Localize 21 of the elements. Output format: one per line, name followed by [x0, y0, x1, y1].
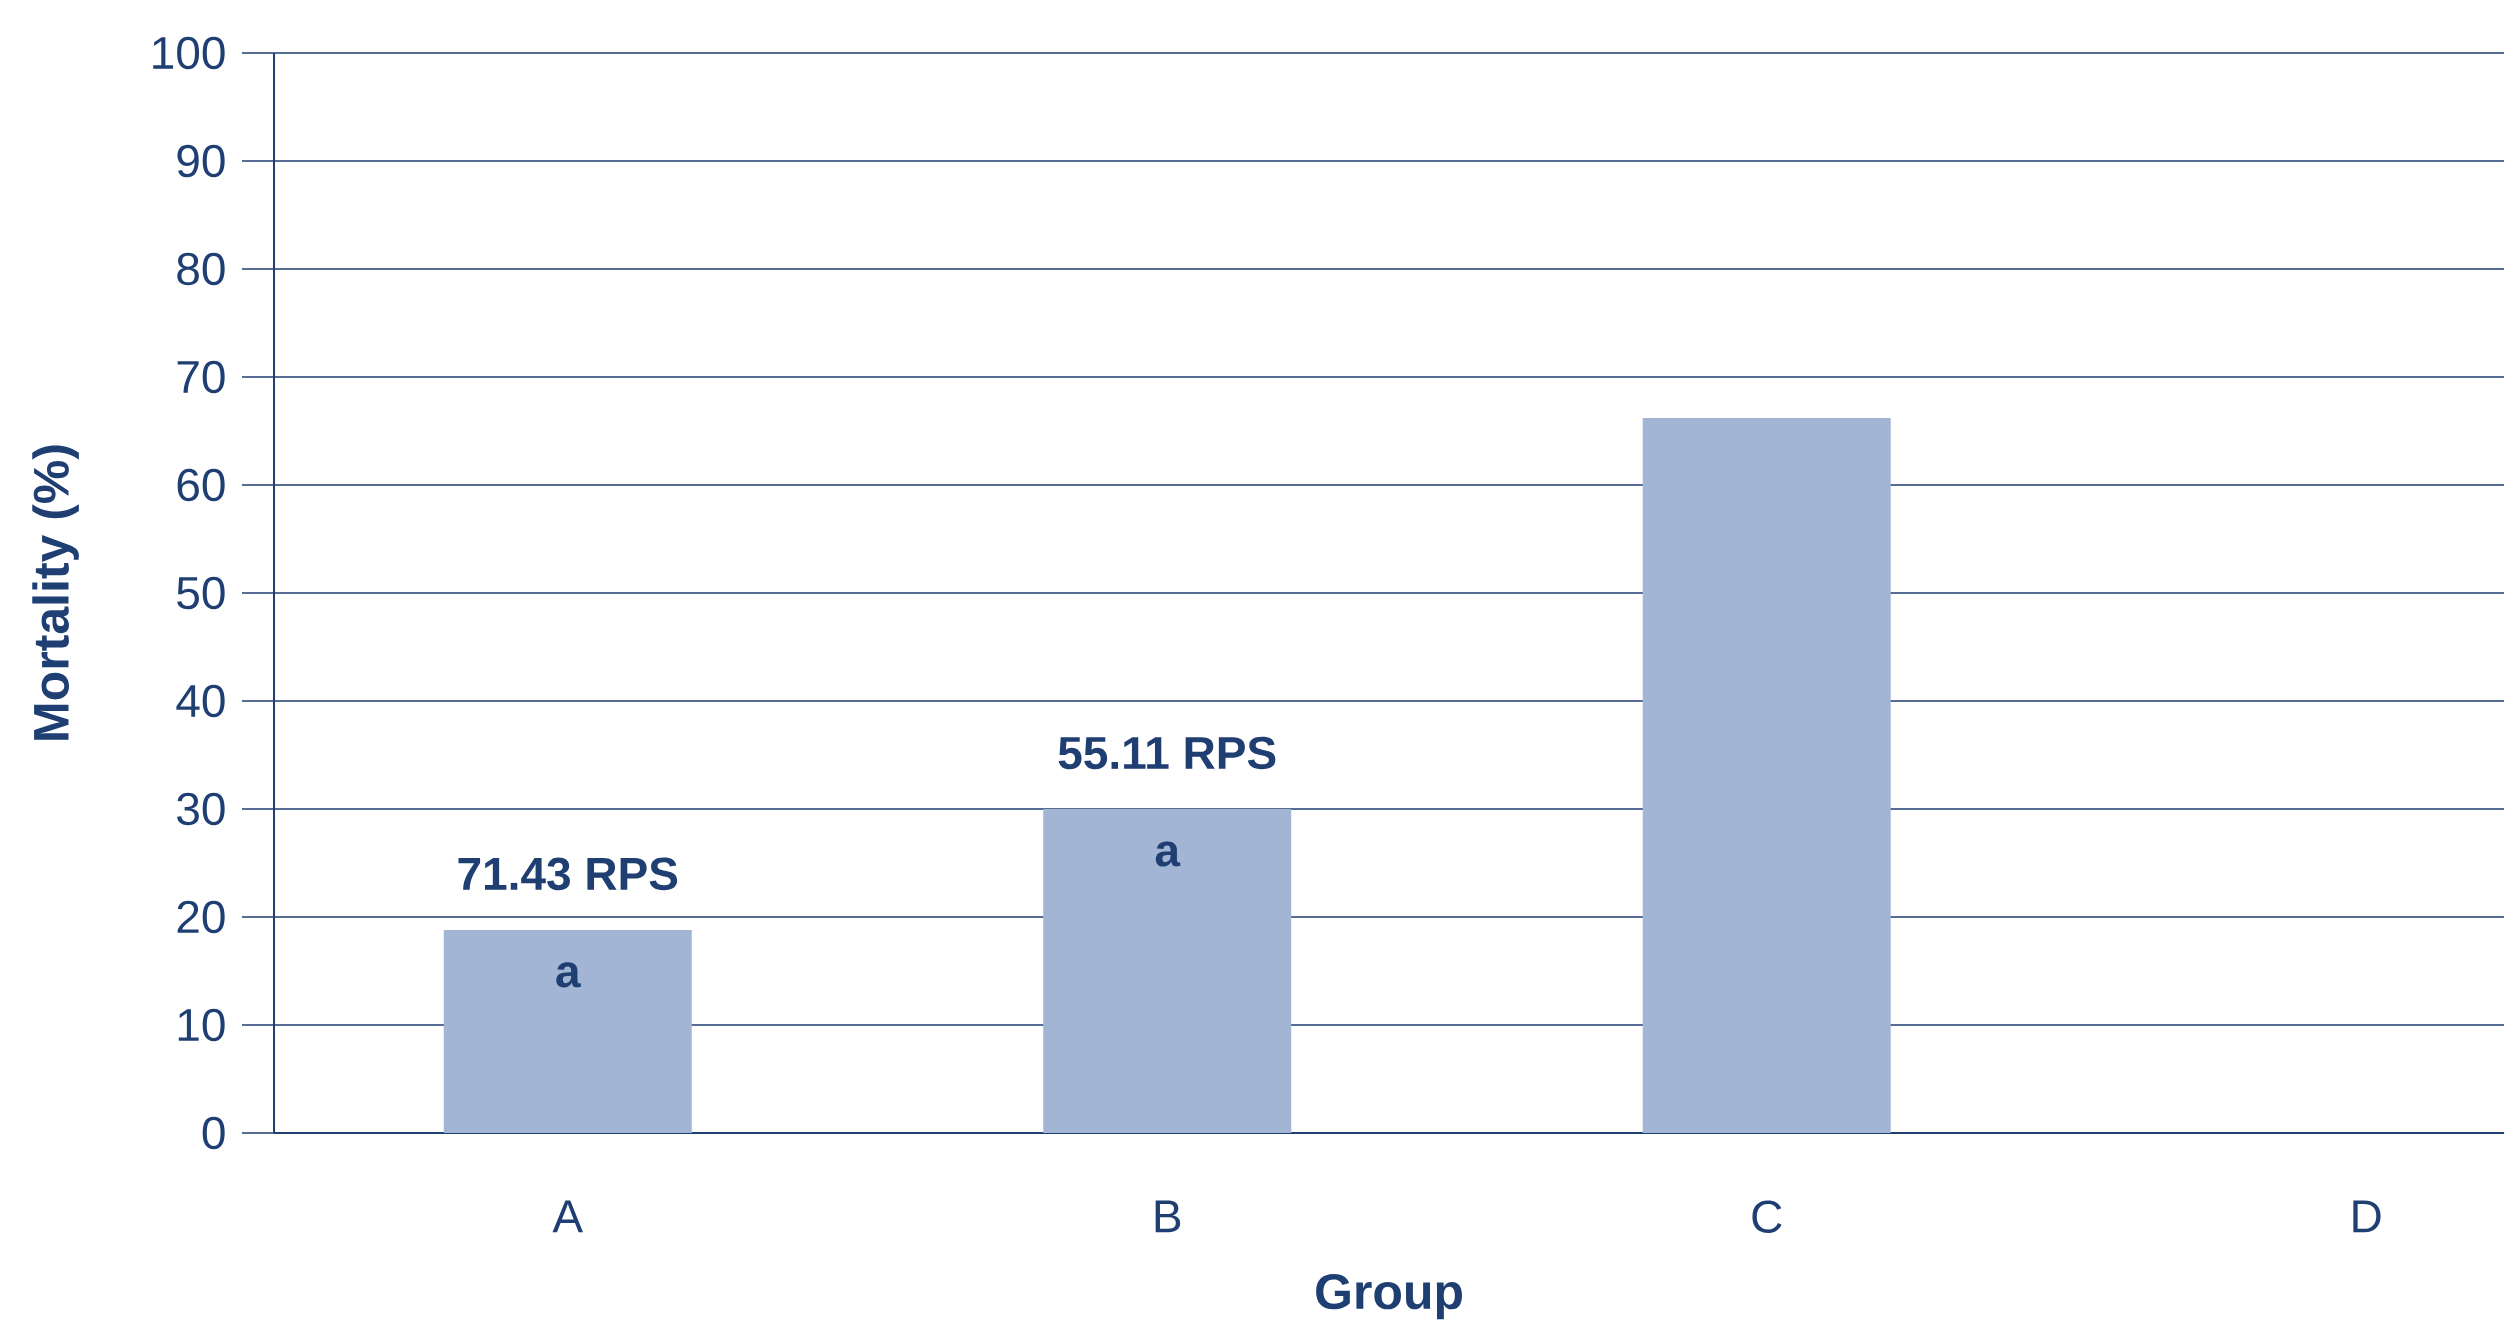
y-tick-label: 90 — [177, 144, 225, 178]
y-tick-label: 30 — [177, 792, 225, 826]
x-axis-title: Group — [1316, 1273, 1462, 1320]
y-tick-label: 0 — [202, 1116, 225, 1150]
x-tick-label: B — [1155, 1200, 1181, 1233]
annotation: 55.11 RPS — [1058, 736, 1276, 770]
x-tick-label: C — [1752, 1200, 1782, 1234]
x-tick-label: D — [2353, 1200, 2381, 1233]
y-tick-label: 20 — [177, 900, 225, 934]
y-tick-label: 80 — [177, 252, 225, 286]
annotation: a — [556, 962, 581, 988]
y-tick-label: 100 — [153, 36, 225, 70]
y-tick-label: 10 — [178, 1008, 225, 1042]
y-tick-label: 50 — [177, 576, 225, 610]
x-tick-label: A — [552, 1200, 584, 1233]
annotation: 71.43 RPS — [458, 857, 678, 891]
y-axis-title: Mortality (%) — [32, 445, 79, 740]
annotation: a — [1155, 841, 1181, 867]
y-tick-label: 40 — [176, 684, 225, 718]
y-tick-label: 70 — [177, 360, 225, 394]
y-tick-label: 60 — [177, 468, 225, 502]
